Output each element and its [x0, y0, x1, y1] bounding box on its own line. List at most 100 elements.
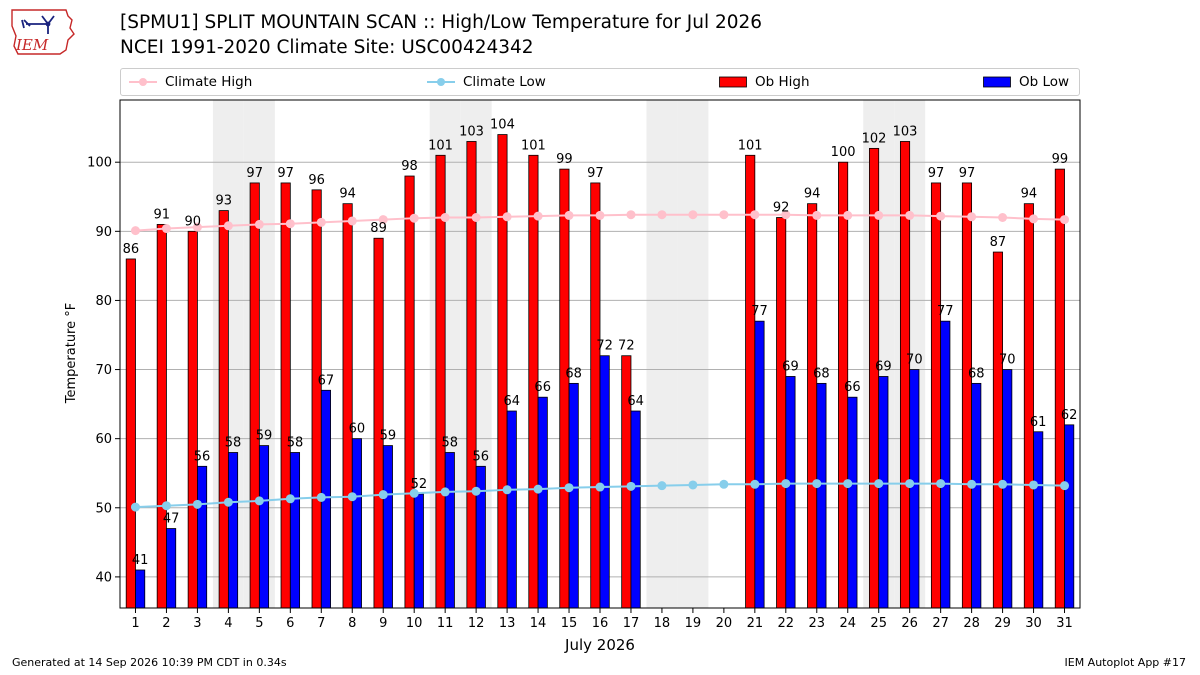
ob-low-label-day-27: 77	[937, 304, 954, 319]
climate-low-point-day-29	[998, 479, 1008, 489]
ob-low-label-day-21: 77	[751, 304, 768, 319]
ob-high-label-day-29: 87	[990, 235, 1007, 250]
app-footer: IEM Autoplot App #17	[1064, 656, 1187, 669]
ob-high-bar-day-22	[776, 217, 787, 609]
ob-high-bar-day-13	[497, 134, 508, 609]
x-tick-label-26: 26	[901, 616, 918, 631]
climate-low-point-day-10	[409, 488, 419, 498]
x-tick-label-28: 28	[963, 616, 980, 631]
ob-high-label-day-30: 94	[1021, 187, 1038, 202]
ob-high-label-day-7: 96	[308, 173, 325, 188]
ob-low-label-day-5: 59	[256, 429, 273, 444]
x-tick-label-10: 10	[406, 616, 423, 631]
ob-high-bar-day-30	[1023, 203, 1034, 609]
ob-low-bar-day-21	[754, 320, 765, 609]
ob-high-label-day-16: 97	[587, 166, 604, 181]
climate-high-point-day-5	[254, 219, 264, 229]
ob-high-bar-day-9	[373, 237, 384, 609]
ob-high-label-day-23: 94	[804, 187, 821, 202]
chart-title: [SPMU1] SPLIT MOUNTAIN SCAN :: High/Low …	[120, 12, 763, 33]
climate-low-point-day-24	[843, 479, 853, 489]
ob-low-label-day-22: 69	[782, 359, 799, 374]
ob-high-label-day-5: 97	[246, 166, 263, 181]
y-tick-label-50: 50	[95, 501, 112, 516]
ob-low-bar-day-31	[1064, 424, 1075, 609]
x-tick-label-16: 16	[592, 616, 609, 631]
ob-low-bar-day-29	[1002, 369, 1013, 609]
ob-low-label-day-10: 52	[411, 477, 428, 492]
ob-high-label-day-26: 103	[893, 124, 918, 139]
ob-low-bar-day-25	[878, 376, 889, 609]
climate-high-point-day-7	[316, 217, 326, 227]
y-tick-label-60: 60	[95, 432, 112, 447]
legend-ob-high-label: Ob High	[755, 74, 810, 90]
climate-high-swatch-icon	[129, 78, 157, 86]
ob-low-label-day-30: 61	[1030, 415, 1047, 430]
ob-low-label-day-4: 58	[225, 435, 242, 450]
ob-low-bar-day-16	[599, 355, 610, 609]
climate-low-point-day-15	[564, 483, 574, 493]
climate-high-point-day-22	[781, 210, 791, 220]
x-tick-label-25: 25	[870, 616, 887, 631]
ob-low-label-day-13: 64	[503, 394, 520, 409]
ob-high-bar-day-15	[559, 168, 570, 609]
logo-text: IEM	[15, 36, 49, 54]
ob-high-label-day-14: 101	[521, 138, 546, 153]
climate-high-point-day-16	[595, 210, 605, 220]
ob-high-bar-day-21	[745, 154, 756, 609]
legend-ob-low: Ob Low	[983, 69, 1069, 95]
ob-low-label-day-6: 58	[287, 435, 304, 450]
climate-high-point-day-23	[812, 210, 822, 220]
climate-low-point-day-30	[1029, 480, 1039, 490]
climate-low-point-day-19	[688, 480, 698, 490]
ob-low-bar-day-26	[909, 369, 920, 609]
ob-low-bar-day-11	[444, 452, 455, 609]
climate-low-point-day-21	[750, 479, 760, 489]
x-tick-label-31: 31	[1056, 616, 1073, 631]
ob-low-label-day-15: 68	[565, 366, 582, 381]
climate-high-point-day-20	[719, 210, 729, 220]
x-tick-label-7: 7	[317, 616, 325, 631]
ob-high-label-day-17: 72	[618, 339, 635, 354]
climate-low-point-day-20	[719, 479, 729, 489]
ob-high-label-day-11: 101	[428, 138, 453, 153]
ob-high-label-day-3: 90	[185, 214, 202, 229]
ob-low-label-day-16: 72	[596, 339, 613, 354]
climate-low-point-day-12	[471, 486, 481, 496]
x-tick-label-17: 17	[623, 616, 640, 631]
climate-low-point-day-5	[254, 496, 264, 506]
ob-high-label-day-21: 101	[738, 138, 763, 153]
x-tick-label-13: 13	[499, 616, 516, 631]
ob-high-label-day-24: 100	[831, 145, 856, 160]
ob-high-bar-day-4	[218, 210, 229, 609]
ob-high-bar-day-5	[249, 182, 260, 609]
climate-high-point-day-2	[161, 224, 171, 234]
climate-high-point-day-14	[533, 211, 543, 221]
legend-climate-low-label: Climate Low	[463, 74, 546, 90]
legend-climate-high-label: Climate High	[165, 74, 253, 90]
ob-low-bar-day-15	[568, 382, 579, 609]
ob-high-label-day-28: 97	[959, 166, 976, 181]
ob-low-bar-day-10	[413, 493, 424, 609]
x-tick-label-4: 4	[224, 616, 232, 631]
climate-low-point-day-9	[378, 490, 388, 500]
ob-high-label-day-4: 93	[215, 194, 232, 209]
climate-low-point-day-8	[347, 492, 357, 502]
ob-low-label-day-25: 69	[875, 359, 892, 374]
climate-low-point-day-11	[440, 487, 450, 497]
climate-high-point-day-4	[223, 221, 233, 231]
ob-high-bar-day-2	[156, 224, 167, 609]
climate-high-point-day-25	[874, 210, 884, 220]
ob-high-label-day-13: 104	[490, 118, 515, 133]
ob-low-label-day-7: 67	[318, 373, 335, 388]
climate-high-point-day-9	[378, 215, 388, 225]
climate-low-point-day-6	[285, 494, 295, 504]
climate-low-point-day-16	[595, 482, 605, 492]
ob-low-label-day-24: 66	[844, 380, 861, 395]
x-tick-label-23: 23	[809, 616, 826, 631]
x-tick-label-1: 1	[131, 616, 139, 631]
ob-low-bar-day-28	[971, 382, 982, 609]
legend-climate-high: Climate High	[129, 69, 252, 95]
ob-low-bar-day-2	[166, 528, 177, 609]
ob-low-swatch-icon	[983, 76, 1011, 88]
